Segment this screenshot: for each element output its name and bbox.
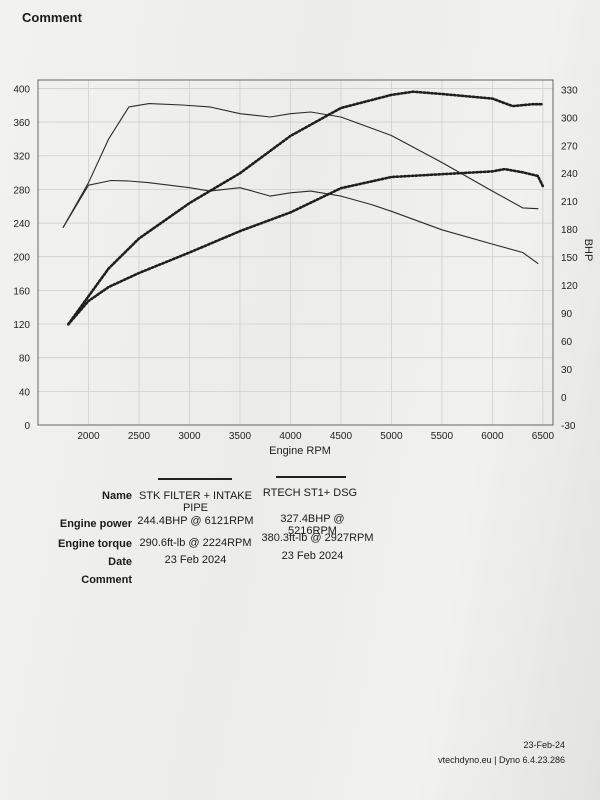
run2-name: RTECH ST1+ DSG (262, 487, 358, 499)
label-date: Date (108, 556, 132, 568)
x-tick-label: 2000 (77, 431, 100, 442)
y-left-tick-label: 360 (13, 118, 30, 129)
y-left-tick-label: 240 (13, 219, 30, 230)
y-left-tick-label: 400 (13, 84, 30, 95)
y-right-tick-label: 330 (561, 85, 578, 96)
x-tick-label: 4500 (330, 431, 353, 442)
y-right-tick-label: 30 (561, 365, 573, 376)
run-summary: Name STK FILTER + INTAKE PIPE RTECH ST1+… (0, 470, 600, 610)
label-comment: Comment (81, 574, 132, 586)
run1-name: STK FILTER + INTAKE PIPE (139, 490, 252, 514)
y-right-tick-label: 180 (561, 225, 578, 236)
run1-legend-line (158, 478, 232, 480)
y-left-tick-label: 0 (24, 421, 30, 432)
y-left-tick-label: 120 (13, 320, 30, 331)
label-name: Name (102, 490, 132, 502)
y-left-tick-label: 160 (13, 286, 30, 297)
chart-ticks: 2000 2500 3000 3500 4000 4500 5000 5500 6000 6500… (13, 84, 578, 442)
x-tick-label: 5500 (431, 431, 454, 442)
x-tick-label: 6000 (481, 431, 504, 442)
y-right-tick-label: 120 (561, 281, 578, 292)
page-heading: Comment (22, 10, 82, 25)
footer-source: vtechdyno.eu | Dyno 6.4.23.286 (438, 755, 565, 765)
y-left-tick-label: 80 (19, 354, 31, 365)
run2-date: 23 Feb 2024 (281, 550, 344, 562)
y-left-tick-label: 280 (13, 185, 30, 196)
label-power: Engine power (59, 518, 132, 530)
run1-date: 23 Feb 2024 (164, 554, 227, 566)
y-left-tick-label: 200 (13, 253, 30, 264)
plot-frame (37, 79, 554, 426)
run2-legend-line (276, 476, 346, 478)
x-tick-label: 6500 (532, 431, 555, 442)
run1-torque: 290.6ft-lb @ 2224RPM (139, 537, 252, 549)
y-right-tick-label: 0 (561, 393, 567, 404)
y-right-tick-label: 90 (561, 309, 573, 320)
series-line-power-4 (67, 90, 545, 326)
dyno-chart: 2000 2500 3000 3500 4000 4500 5000 5500 6000 6500… (13, 79, 594, 457)
y-left-tick-label: 320 (13, 152, 30, 163)
y-right-tick-label: -30 (561, 421, 576, 432)
y-right-tick-label: 270 (561, 141, 578, 152)
chart-series (62, 90, 545, 326)
x-tick-label: 4000 (279, 431, 302, 442)
x-tick-label: 3500 (229, 431, 252, 442)
right-axis-title: BHP (582, 239, 594, 262)
run2-power: 327.4BHP @ 5216RPM (280, 513, 345, 537)
y-right-tick-label: 300 (561, 113, 578, 124)
run1-power: 244.4BHP @ 6121RPM (137, 515, 254, 527)
label-torque: Engine torque (58, 538, 132, 550)
series-line-power-3 (67, 167, 545, 326)
x-tick-label: 2500 (128, 431, 151, 442)
x-axis-title: Engine RPM (269, 445, 331, 457)
x-tick-label: 5000 (380, 431, 403, 442)
run2-torque: 380.3ft-lb @ 2927RPM (261, 532, 374, 544)
x-tick-label: 3000 (178, 431, 201, 442)
y-left-tick-label: 40 (19, 387, 31, 398)
y-right-tick-label: 60 (561, 337, 573, 348)
y-right-tick-label: 150 (561, 253, 578, 264)
y-right-tick-label: 240 (561, 169, 578, 180)
footer-date: 23-Feb-24 (523, 740, 565, 750)
y-right-tick-label: 210 (561, 197, 578, 208)
series-line-torque-1 (62, 179, 539, 264)
